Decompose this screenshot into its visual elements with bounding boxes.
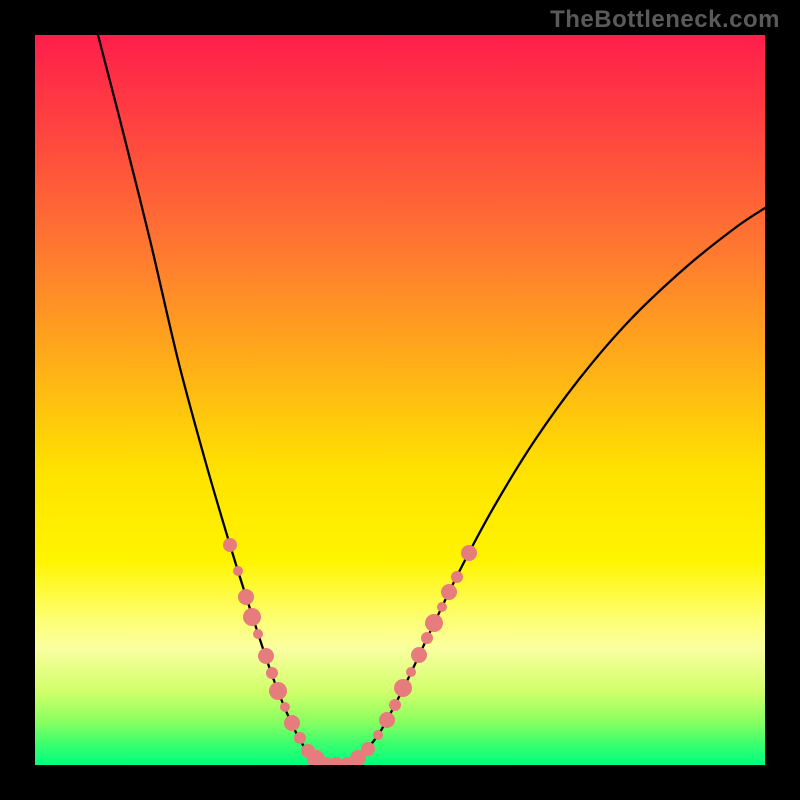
marker-right-cluster bbox=[411, 647, 427, 663]
marker-left-cluster bbox=[238, 589, 254, 605]
marker-right-cluster bbox=[406, 667, 416, 677]
marker-left-cluster bbox=[284, 715, 300, 731]
marker-right-cluster bbox=[421, 632, 433, 644]
marker-right-cluster bbox=[394, 679, 412, 697]
marker-left-cluster bbox=[266, 667, 278, 679]
marker-right-cluster bbox=[425, 614, 443, 632]
marker-left-cluster bbox=[223, 538, 237, 552]
marker-right-cluster bbox=[461, 545, 477, 561]
marker-left-cluster bbox=[280, 702, 290, 712]
marker-right-cluster bbox=[379, 712, 395, 728]
marker-bottom-cluster bbox=[361, 742, 375, 756]
watermark-text: TheBottleneck.com bbox=[550, 6, 780, 34]
marker-right-cluster bbox=[389, 699, 401, 711]
chart-background-gradient bbox=[35, 35, 765, 765]
marker-right-cluster bbox=[441, 584, 457, 600]
marker-left-cluster bbox=[269, 682, 287, 700]
marker-left-cluster bbox=[243, 608, 261, 626]
marker-left-cluster bbox=[253, 629, 263, 639]
bottleneck-chart-svg bbox=[0, 0, 800, 800]
marker-left-cluster bbox=[258, 648, 274, 664]
marker-right-cluster bbox=[437, 602, 447, 612]
marker-right-cluster bbox=[451, 571, 463, 583]
marker-left-cluster bbox=[233, 566, 243, 576]
marker-right-cluster bbox=[373, 730, 383, 740]
marker-left-cluster bbox=[294, 732, 306, 744]
